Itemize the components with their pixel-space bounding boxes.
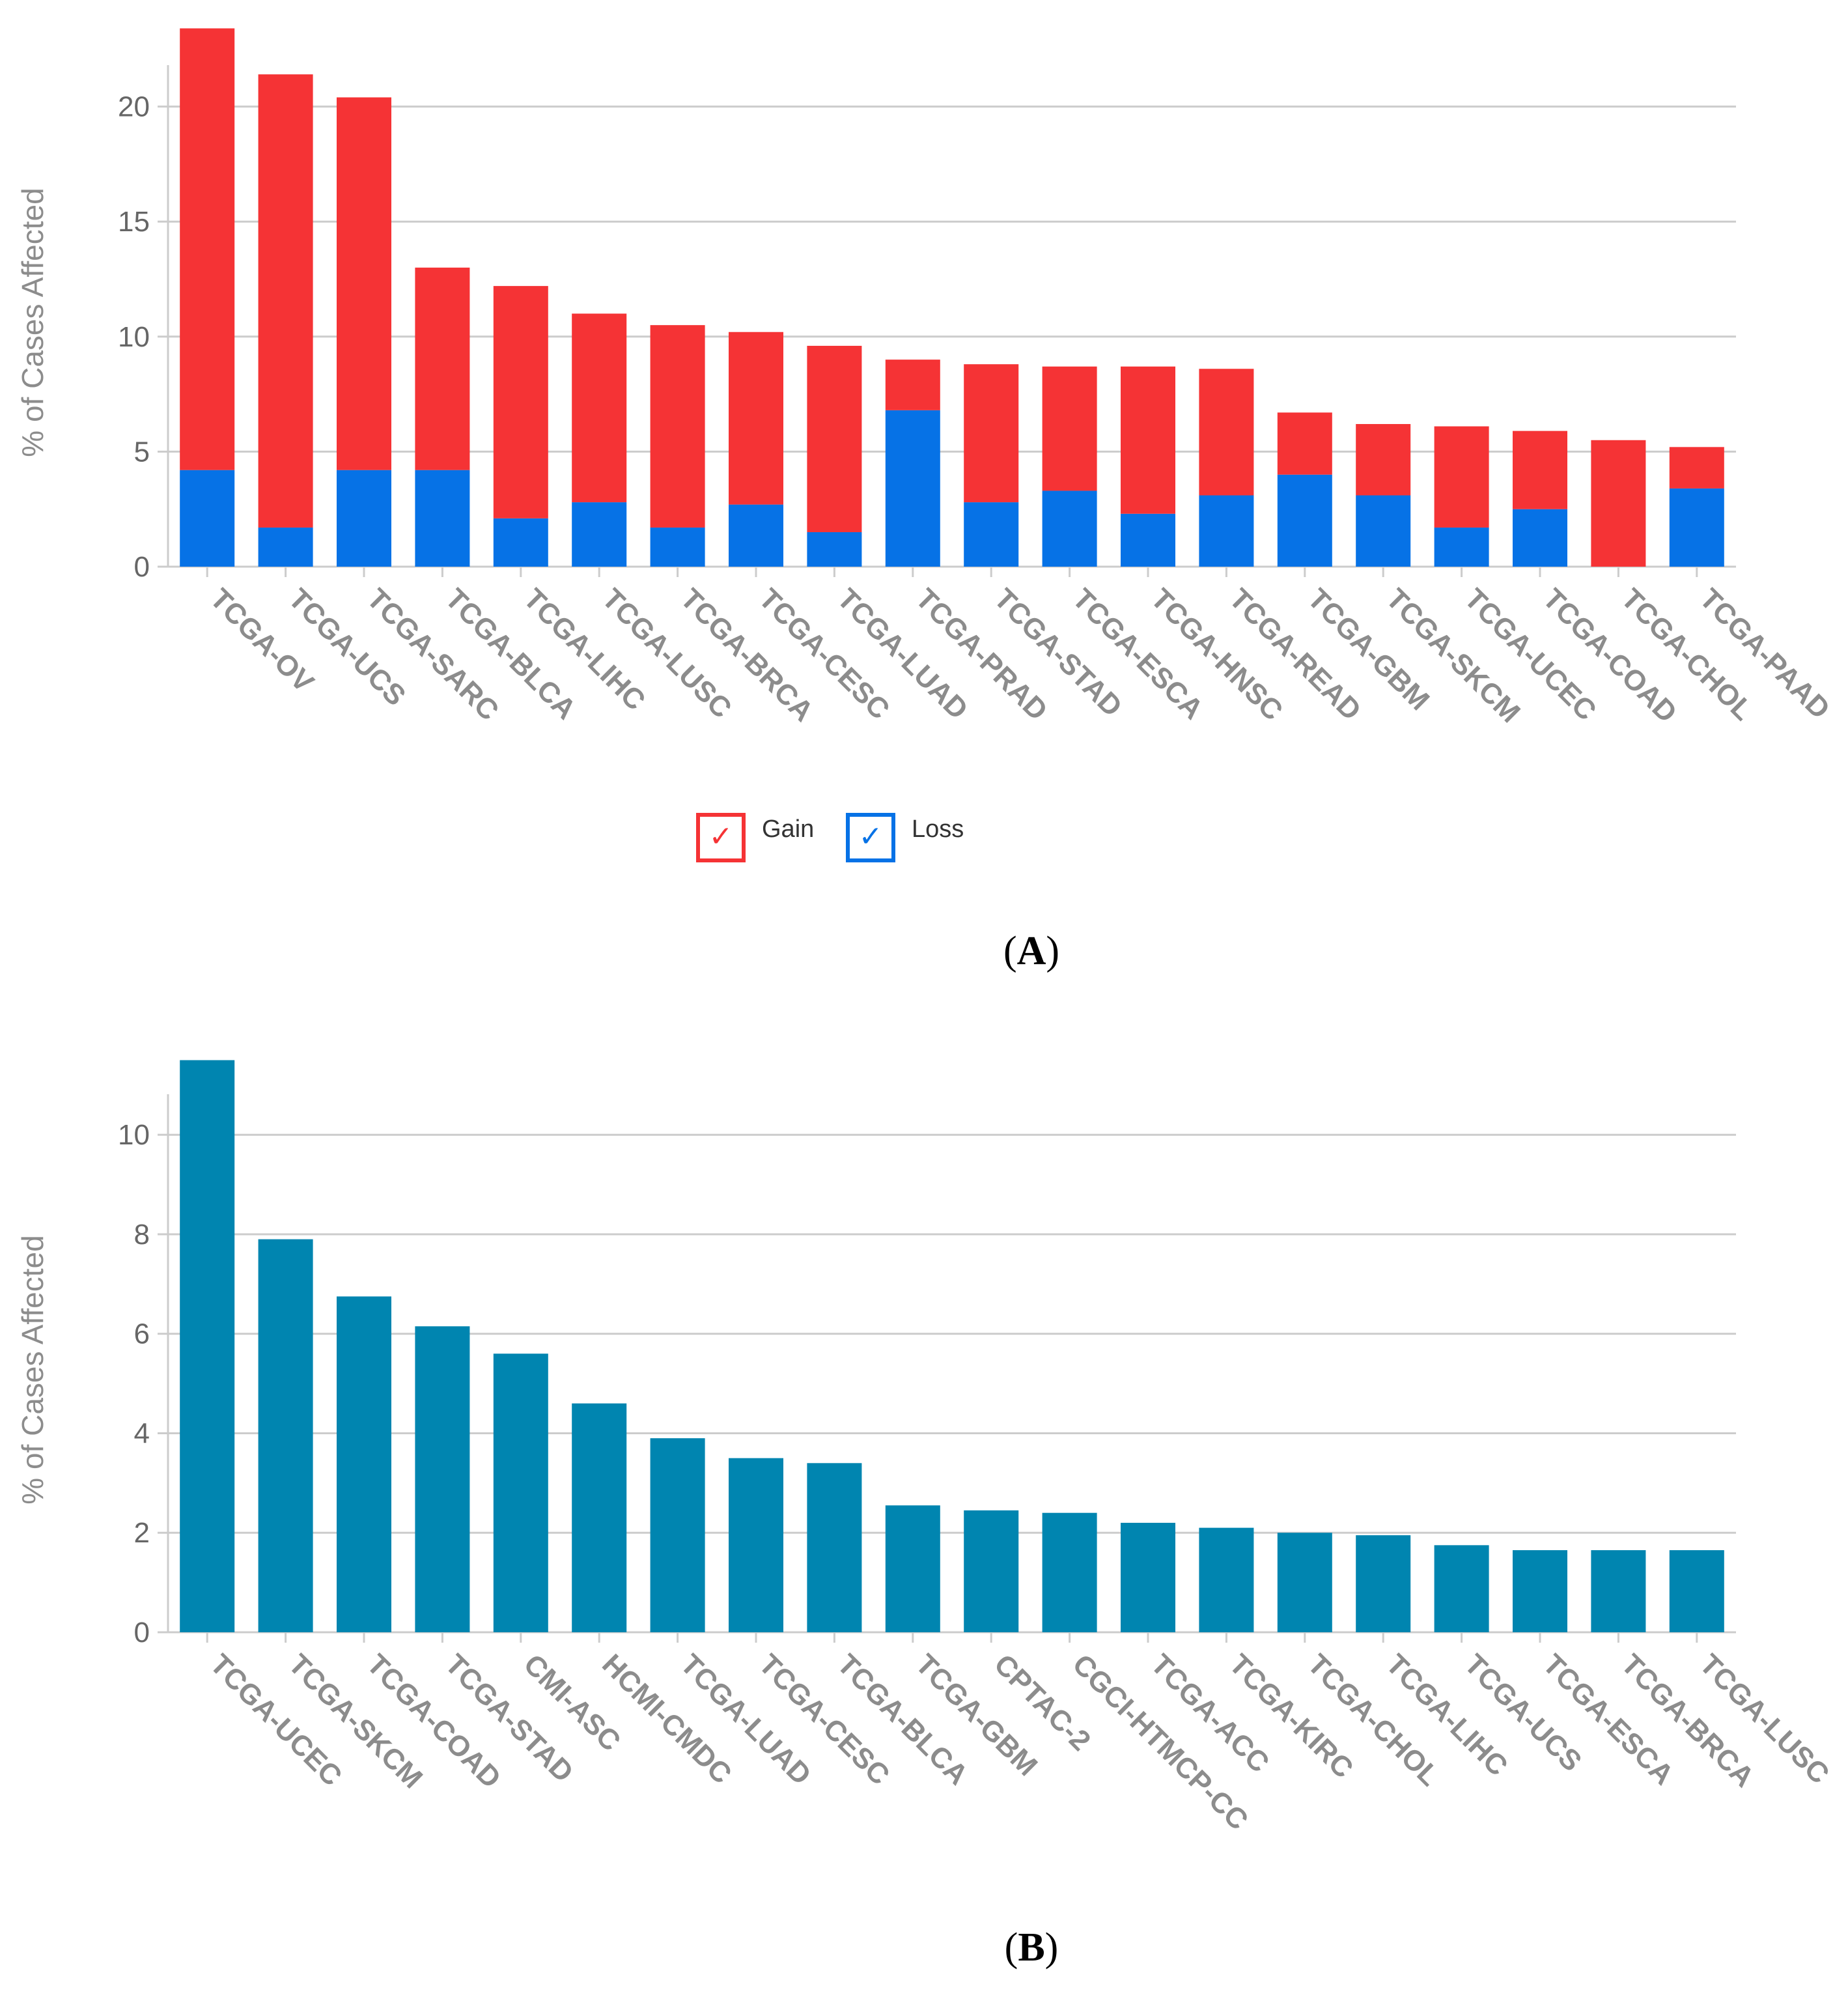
bar-cases-cptac-2 xyxy=(964,1510,1019,1632)
bar-gain-tcga-brca xyxy=(650,325,705,528)
panel-label-close-paren: ) xyxy=(1046,929,1059,973)
bar-gain-tcga-cesc xyxy=(729,332,783,505)
y-tick-label: 10 xyxy=(118,1119,150,1151)
bar-gain-tcga-prad xyxy=(885,360,940,410)
y-tick-label: 0 xyxy=(134,551,150,583)
y-tick-label: 15 xyxy=(118,206,150,238)
bar-loss-tcga-skcm xyxy=(1356,495,1411,567)
bar-cases-tcga-lusc xyxy=(1669,1550,1724,1632)
panel-label-close-paren: ) xyxy=(1045,1925,1059,1970)
bar-cases-tcga-ucec xyxy=(180,1060,235,1632)
legend-swatch-gain xyxy=(696,813,746,862)
bar-cases-tcga-chol xyxy=(1277,1533,1332,1632)
bar-gain-tcga-coad xyxy=(1513,431,1567,509)
y-tick-label: 10 xyxy=(118,321,150,353)
bar-loss-tcga-ov xyxy=(180,470,235,567)
bar-gain-tcga-ucec xyxy=(1434,426,1489,528)
bar-loss-tcga-luad xyxy=(807,532,862,567)
bar-loss-tcga-read xyxy=(1199,495,1254,567)
check-icon: ✓ xyxy=(859,820,883,853)
y-tick-label: 4 xyxy=(134,1417,150,1449)
y-tick-label: 5 xyxy=(134,436,150,468)
x-tick-label-tcga-skcm: TCGA-SKCM xyxy=(283,1648,429,1794)
legend-swatch-loss xyxy=(846,813,895,862)
panel-label-letter: B xyxy=(1018,1925,1044,1970)
x-tick-label-tcga-skcm: TCGA-SKCM xyxy=(1380,582,1526,729)
bar-loss-tcga-stad xyxy=(964,502,1019,567)
bar-loss-tcga-lusc xyxy=(572,502,627,567)
bar-loss-tcga-prad xyxy=(885,410,940,567)
bar-loss-tcga-brca xyxy=(650,527,705,567)
bar-gain-tcga-ov xyxy=(180,28,235,470)
bar-gain-tcga-chol xyxy=(1591,440,1646,567)
bar-loss-tcga-ucs xyxy=(258,527,313,567)
legend-item-gain: ✓ Gain xyxy=(696,813,814,862)
bar-gain-tcga-luad xyxy=(807,345,862,533)
y-tick-label: 8 xyxy=(134,1219,150,1251)
bar-cases-tcga-coad xyxy=(337,1296,391,1632)
bar-gain-tcga-stad xyxy=(964,364,1019,503)
bar-loss-tcga-paad xyxy=(1669,488,1724,567)
legend-label-loss: Loss xyxy=(912,815,964,843)
bar-gain-tcga-skcm xyxy=(1356,424,1411,496)
y-axis-label: % of Cases Affected xyxy=(16,1235,49,1504)
bar-loss-tcga-hnsc xyxy=(1121,513,1175,567)
bar-cases-tcga-brca xyxy=(1591,1550,1646,1632)
bar-cases-tcga-stad xyxy=(415,1326,470,1632)
bar-cases-tcga-skcm xyxy=(258,1239,313,1632)
bar-cases-cgci-htmcp-cc xyxy=(1042,1512,1097,1632)
bar-loss-tcga-coad xyxy=(1513,509,1567,567)
bar-loss-tcga-lihc xyxy=(493,518,548,567)
y-tick-label: 0 xyxy=(134,1617,150,1649)
bar-cases-tcga-ucs xyxy=(1434,1545,1489,1632)
bar-gain-tcga-lihc xyxy=(493,286,548,518)
legend-item-loss: ✓ Loss xyxy=(846,813,964,862)
bar-gain-tcga-read xyxy=(1199,369,1254,496)
bar-cases-tcga-kirc xyxy=(1199,1527,1254,1632)
bar-gain-tcga-paad xyxy=(1669,447,1724,489)
bar-gain-tcga-hnsc xyxy=(1121,366,1175,514)
y-axis-label: % of Cases Affected xyxy=(16,188,49,457)
x-tick-label-tcga-coad: TCGA-COAD xyxy=(1537,582,1683,729)
bar-cases-tcga-acc xyxy=(1121,1522,1175,1632)
panel-label-open-paren: ( xyxy=(1005,1925,1018,1970)
bar-cases-tcga-blca xyxy=(807,1463,862,1632)
y-tick-label: 2 xyxy=(134,1517,150,1549)
bar-loss-tcga-cesc xyxy=(729,504,783,567)
bar-loss-tcga-ucec xyxy=(1434,527,1489,567)
bar-loss-tcga-blca xyxy=(415,470,470,567)
panel-label: (A) xyxy=(1003,929,1059,973)
bar-loss-tcga-sarc xyxy=(337,470,391,567)
panel-label-letter: A xyxy=(1017,929,1046,973)
bar-gain-tcga-ucs xyxy=(258,74,313,528)
bar-cases-hcmi-cmdc xyxy=(572,1403,627,1632)
bar-loss-tcga-gbm xyxy=(1277,474,1332,567)
bar-cases-cmi-asc xyxy=(493,1353,548,1632)
bar-cases-tcga-cesc xyxy=(729,1458,783,1632)
x-tick-label-tcga-coad: TCGA-COAD xyxy=(361,1648,507,1794)
bar-gain-tcga-lusc xyxy=(572,313,627,503)
bar-cases-tcga-esca xyxy=(1513,1550,1567,1632)
panel-label: (B) xyxy=(1005,1925,1059,1970)
y-tick-label: 20 xyxy=(118,91,150,123)
panel-label-open-paren: ( xyxy=(1003,929,1017,973)
bar-cases-tcga-gbm xyxy=(885,1505,940,1632)
bar-gain-tcga-gbm xyxy=(1277,412,1332,475)
bar-loss-tcga-esca xyxy=(1042,490,1097,567)
bar-gain-tcga-blca xyxy=(415,267,470,470)
check-icon: ✓ xyxy=(709,820,733,853)
bar-cases-tcga-lihc xyxy=(1356,1535,1411,1632)
bar-gain-tcga-esca xyxy=(1042,366,1097,491)
y-tick-label: 6 xyxy=(134,1318,150,1350)
legend-label-gain: Gain xyxy=(762,815,814,843)
bar-cases-tcga-luad xyxy=(650,1438,705,1632)
bar-gain-tcga-sarc xyxy=(337,97,391,470)
